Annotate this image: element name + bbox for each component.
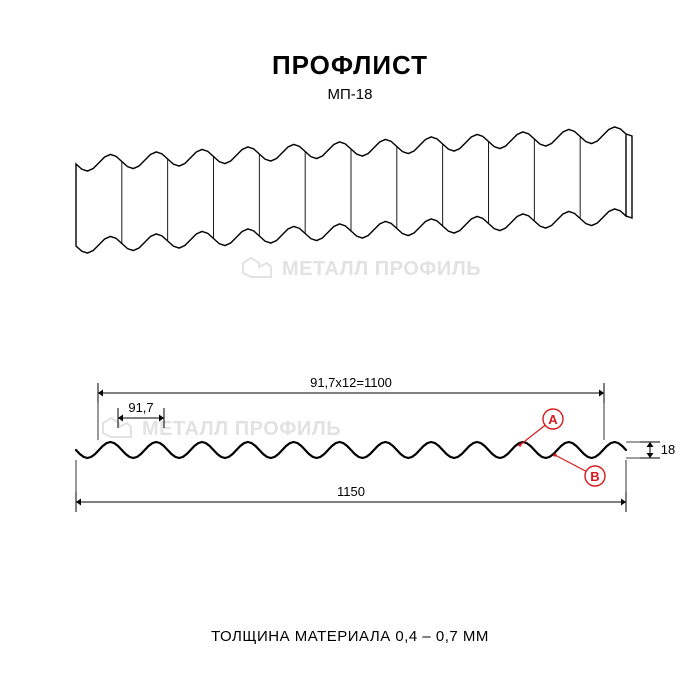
svg-text:A: A [548,412,558,427]
dimension-lines: 91,7x12=1100 91,7 1150 18 [76,375,675,512]
technical-diagram: 91,7x12=1100 91,7 1150 18 A B [0,0,700,700]
svg-text:1150: 1150 [337,484,365,499]
svg-text:91,7: 91,7 [128,400,153,415]
cross-section-view [76,442,626,458]
svg-text:91,7x12=1100: 91,7x12=1100 [310,375,392,390]
perspective-view [76,127,632,253]
svg-text:B: B [590,469,599,484]
svg-text:18: 18 [661,442,675,457]
